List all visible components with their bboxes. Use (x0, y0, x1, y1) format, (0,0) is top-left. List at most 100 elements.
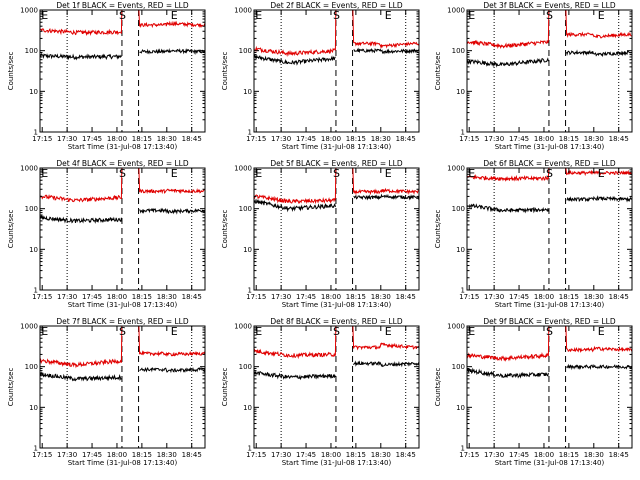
segment-marker-e: E (468, 325, 475, 338)
y-tick-label: 100 (452, 363, 465, 371)
x-tick-label: 17:30 (57, 293, 77, 301)
segment-marker-e: E (598, 9, 605, 22)
y-tick-label: 10 (243, 88, 252, 96)
segment-marker-e: E (385, 325, 392, 338)
x-tick-label: 17:30 (271, 451, 291, 459)
x-tick-label: 18:30 (371, 293, 391, 301)
segment-marker-e: E (255, 167, 262, 180)
y-axis-label: Counts/sec (434, 52, 442, 91)
y-tick-label: 100 (452, 47, 465, 55)
y-tick-label: 1000 (234, 7, 252, 15)
y-tick-label: 1 (248, 129, 252, 137)
plot-frame (466, 325, 633, 449)
events-series-line (466, 363, 633, 379)
plot-frame (253, 167, 420, 291)
x-tick-label: 17:15 (459, 293, 479, 301)
x-tick-label: 18:00 (321, 135, 341, 143)
x-tick-label: 18:15 (559, 135, 579, 143)
x-axis-label: Start Time (31-Jul-08 17:13:40) (495, 143, 605, 151)
x-tick-label: 18:30 (371, 135, 391, 143)
y-tick-label: 10 (29, 404, 38, 412)
chart-title: Det 6f BLACK = Events, RED = LLD (483, 159, 616, 168)
x-tick-label: 17:15 (459, 135, 479, 143)
y-tick-label: 100 (25, 47, 38, 55)
y-tick-label: 1 (34, 445, 38, 453)
events-series-line (253, 47, 420, 66)
y-tick-label: 10 (456, 404, 465, 412)
y-axis-label: Counts/sec (7, 368, 15, 407)
x-tick-label: 18:30 (157, 451, 177, 459)
lld-series-line (39, 167, 205, 203)
x-tick-label: 17:45 (509, 451, 529, 459)
x-axis-label: Start Time (31-Jul-08 17:13:40) (495, 459, 605, 467)
lld-series-line (39, 325, 206, 369)
segment-marker-e: E (385, 9, 392, 22)
segment-marker-s: S (333, 325, 340, 338)
segment-marker-e: E (385, 167, 392, 180)
chart-panel-8: Det 8f BLACK = Events, RED = LLD 1 10 100 10… (221, 317, 420, 467)
segment-marker-e: E (171, 167, 178, 180)
events-series-line (253, 193, 420, 213)
segment-marker-e: E (598, 167, 605, 180)
x-tick-label: 17:30 (271, 293, 291, 301)
x-tick-label: 17:15 (32, 293, 52, 301)
x-tick-label: 18:30 (157, 135, 177, 143)
events-series-line (466, 195, 632, 214)
x-tick-label: 18:15 (559, 293, 579, 301)
x-tick-label: 18:45 (396, 293, 416, 301)
x-tick-label: 18:00 (534, 451, 554, 459)
x-tick-label: 18:00 (107, 451, 127, 459)
x-tick-label: 18:15 (132, 135, 152, 143)
segment-marker-s: S (333, 167, 340, 180)
x-axis-label: Start Time (31-Jul-08 17:13:40) (68, 459, 178, 467)
x-axis-label: Start Time (31-Jul-08 17:13:40) (495, 301, 605, 309)
segment-marker-e: E (171, 9, 178, 22)
x-tick-label: 17:45 (82, 451, 102, 459)
chart-panel-7: Det 7f BLACK = Events, RED = LLD 1 10 100 10… (7, 317, 206, 467)
x-tick-label: 18:45 (609, 293, 629, 301)
y-axis-label: Counts/sec (221, 52, 229, 91)
chart-title: Det 8f BLACK = Events, RED = LLD (270, 317, 403, 326)
x-tick-label: 18:45 (609, 451, 629, 459)
y-tick-label: 1000 (234, 323, 252, 331)
chart-panel-2: Det 2f BLACK = Events, RED = LLD 1 10 100 10… (221, 1, 420, 151)
lld-series-line (466, 325, 633, 362)
x-tick-label: 17:30 (484, 135, 504, 143)
x-tick-label: 17:45 (509, 135, 529, 143)
y-tick-label: 1000 (447, 7, 465, 15)
y-tick-label: 10 (456, 246, 465, 254)
chart-title: Det 5f BLACK = Events, RED = LLD (270, 159, 403, 168)
x-tick-label: 18:30 (584, 293, 604, 301)
chart-title: Det 7f BLACK = Events, RED = LLD (56, 317, 189, 326)
y-tick-label: 1000 (234, 165, 252, 173)
y-tick-label: 1000 (447, 165, 465, 173)
y-tick-label: 100 (452, 205, 465, 213)
segment-marker-e: E (468, 167, 475, 180)
y-tick-label: 1 (461, 287, 465, 295)
chart-title: Det 2f BLACK = Events, RED = LLD (270, 1, 403, 10)
y-tick-label: 1000 (20, 323, 38, 331)
x-tick-label: 17:45 (296, 451, 316, 459)
segment-marker-s: S (119, 9, 126, 22)
x-tick-label: 18:45 (609, 135, 629, 143)
x-tick-label: 17:15 (32, 451, 52, 459)
x-tick-label: 18:15 (346, 135, 366, 143)
y-tick-label: 10 (456, 88, 465, 96)
x-axis-label: Start Time (31-Jul-08 17:13:40) (282, 301, 392, 309)
lld-series-line (253, 9, 420, 58)
x-tick-label: 17:45 (82, 135, 102, 143)
x-tick-label: 18:30 (584, 135, 604, 143)
x-tick-label: 17:15 (246, 451, 266, 459)
lld-series-line (39, 9, 206, 37)
segment-marker-e: E (598, 325, 605, 338)
events-series-line (39, 48, 206, 61)
y-tick-label: 1000 (20, 7, 38, 15)
plot-frame (39, 325, 206, 449)
lld-series-line (253, 325, 420, 360)
plot-frame (466, 167, 633, 291)
x-tick-label: 18:30 (584, 451, 604, 459)
x-tick-label: 17:45 (509, 293, 529, 301)
chart-title: Det 1f BLACK = Events, RED = LLD (56, 1, 189, 10)
y-axis-label: Counts/sec (7, 52, 15, 91)
y-tick-label: 100 (239, 205, 252, 213)
